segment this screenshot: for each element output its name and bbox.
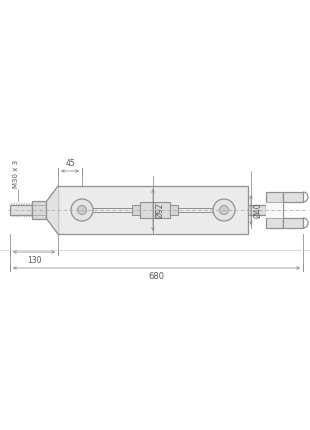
Text: Ø40: Ø40 xyxy=(253,202,262,218)
Bar xyxy=(266,202,283,218)
Circle shape xyxy=(213,199,235,221)
Text: 45: 45 xyxy=(65,159,75,168)
Bar xyxy=(58,186,248,234)
Bar xyxy=(132,205,140,215)
Bar xyxy=(10,205,32,215)
Bar xyxy=(248,205,266,215)
Bar xyxy=(283,218,303,228)
Text: 130: 130 xyxy=(27,256,41,265)
Bar xyxy=(170,205,178,215)
Circle shape xyxy=(78,206,86,215)
Polygon shape xyxy=(46,186,58,234)
Circle shape xyxy=(219,206,228,215)
Bar xyxy=(140,202,170,218)
Circle shape xyxy=(71,199,93,221)
Bar xyxy=(266,192,283,228)
Bar xyxy=(32,201,46,219)
Text: 680: 680 xyxy=(148,272,165,281)
Text: Ø92: Ø92 xyxy=(155,202,164,218)
Bar xyxy=(283,192,303,202)
Text: M30 x 3: M30 x 3 xyxy=(13,160,19,188)
